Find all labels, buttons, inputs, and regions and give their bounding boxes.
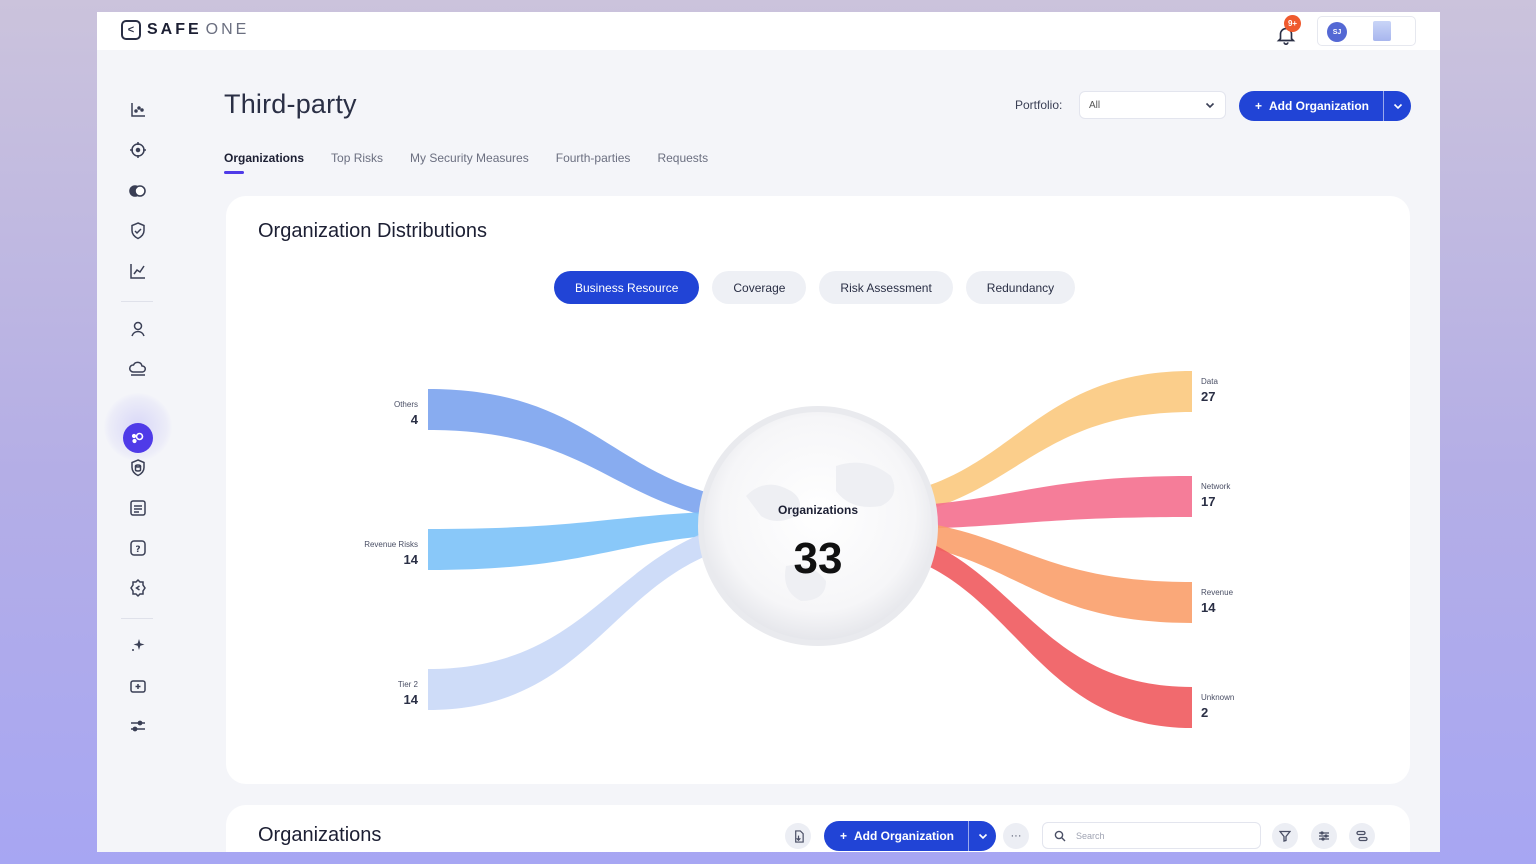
add-organization-button[interactable]: + Add Organization	[1239, 91, 1383, 121]
group-view-icon[interactable]	[1349, 823, 1375, 849]
sankey-link-others[interactable]	[428, 389, 798, 526]
organization-logo-icon	[1373, 21, 1391, 41]
add-organization-label: Add Organization	[1269, 99, 1370, 113]
organizations-add-label: Add Organization	[854, 829, 955, 843]
list-icon[interactable]	[128, 498, 148, 518]
portfolio-select[interactable]: All	[1079, 91, 1226, 119]
target-value: 14	[1201, 600, 1216, 615]
plus-icon: +	[840, 829, 848, 843]
filter-icon[interactable]	[1272, 823, 1298, 849]
toggle-icon[interactable]	[128, 181, 148, 201]
portfolio-value: All	[1089, 100, 1101, 111]
sankey-center-node: Organizations 33	[698, 406, 938, 646]
tab-fourth-parties[interactable]: Fourth-parties	[555, 151, 631, 165]
organizations-add-button[interactable]: + Add Organization	[824, 821, 968, 851]
portfolio-label: Portfolio:	[1015, 98, 1063, 112]
app-window: < SAFE ONE 9+ SJ ? Third-p	[97, 12, 1440, 852]
avatar: SJ	[1327, 22, 1347, 42]
filter-redundancy[interactable]: Redundancy	[965, 271, 1076, 304]
source-label: Revenue Risks	[364, 540, 418, 549]
target-value: 27	[1201, 389, 1215, 404]
tab-my-security-measures[interactable]: My Security Measures	[410, 151, 529, 165]
sidebar-divider	[121, 301, 153, 302]
organizations-add-split-button: + Add Organization	[824, 821, 997, 851]
filter-risk-assessment[interactable]: Risk Assessment	[819, 271, 953, 304]
search-input[interactable]: Search	[1042, 822, 1261, 849]
shield-check-icon[interactable]	[128, 221, 148, 241]
user-icon[interactable]	[128, 319, 148, 339]
chevron-down-icon	[978, 833, 987, 840]
help-icon[interactable]: ?	[128, 538, 148, 558]
tab-requests[interactable]: Requests	[657, 151, 709, 165]
export-icon[interactable]	[785, 823, 811, 849]
target-label: Revenue	[1201, 588, 1234, 597]
source-label: Others	[394, 400, 418, 409]
search-icon	[1054, 830, 1066, 841]
source-label: Tier 2	[398, 680, 419, 689]
center-label: Organizations	[778, 503, 858, 517]
more-options-icon[interactable]: ···	[1003, 823, 1029, 849]
add-organization-split-button: + Add Organization	[1239, 91, 1412, 121]
sliders-icon[interactable]	[128, 716, 148, 736]
target-value: 2	[1201, 705, 1208, 720]
tab-organizations[interactable]: Organizations	[224, 151, 305, 174]
organizations-card: Organizations + Add Organization ··· Sea…	[226, 805, 1410, 852]
settings-gear-icon[interactable]	[128, 578, 148, 598]
target-label: Network	[1201, 482, 1231, 491]
source-value: 4	[411, 412, 419, 427]
crosshair-icon[interactable]	[128, 140, 148, 160]
page-title: Third-party	[224, 89, 357, 119]
user-menu[interactable]: SJ	[1317, 16, 1416, 46]
third-party-icon[interactable]	[123, 423, 153, 453]
search-placeholder: Search	[1076, 830, 1105, 841]
source-value: 14	[404, 692, 419, 707]
globe-continents-icon	[746, 462, 895, 601]
source-value: 14	[404, 552, 419, 567]
sankey-link-unknown[interactable]	[838, 524, 1192, 728]
notification-badge: 9+	[1284, 15, 1301, 32]
chevron-down-icon	[1205, 102, 1215, 109]
folder-add-icon[interactable]	[128, 676, 148, 696]
cloud-icon[interactable]	[128, 359, 148, 379]
plus-icon: +	[1255, 99, 1263, 113]
distribution-card: Organizations 33 Others 4 Revenue Risks 14 T…	[226, 196, 1410, 784]
target-label: Unknown	[1201, 693, 1234, 702]
sankey-link-data[interactable]	[838, 371, 1192, 522]
organizations-add-dropdown-button[interactable]	[968, 821, 996, 851]
tab-bar: Organizations Top Risks My Security Meas…	[224, 151, 709, 174]
svg-text:?: ?	[135, 545, 140, 555]
logo-text: SAFE ONE	[147, 21, 250, 38]
database-shield-icon[interactable]	[128, 458, 148, 478]
sidebar: ?	[97, 50, 179, 852]
line-chart-icon[interactable]	[128, 261, 148, 281]
filter-coverage[interactable]: Coverage	[712, 271, 807, 304]
filter-business-resource[interactable]: Business Resource	[554, 271, 700, 304]
organizations-title: Organizations	[258, 824, 382, 846]
distribution-title: Organization Distributions	[258, 220, 487, 242]
top-bar: < SAFE ONE 9+ SJ	[97, 12, 1440, 50]
chevron-down-icon	[1393, 103, 1402, 110]
logo-mark-icon: <	[121, 20, 141, 40]
add-organization-dropdown-button[interactable]	[1383, 91, 1411, 121]
sankey-link-tier-2[interactable]	[428, 516, 798, 710]
globe-node	[698, 406, 938, 646]
target-value: 17	[1201, 494, 1215, 509]
logo[interactable]: < SAFE ONE	[121, 20, 249, 40]
center-value: 33	[794, 534, 843, 583]
chart-scatter-icon[interactable]	[128, 100, 148, 120]
sidebar-divider	[121, 618, 153, 619]
sparkle-icon[interactable]	[128, 636, 148, 656]
target-label: Data	[1201, 377, 1218, 386]
sankey-labels: Others 4 Revenue Risks 14 Tier 2 14 Data 27 Netw…	[364, 377, 1234, 720]
tab-top-risks[interactable]: Top Risks	[331, 151, 384, 165]
adjust-columns-icon[interactable]	[1311, 823, 1337, 849]
distribution-filter-group: Business Resource Coverage Risk Assessme…	[554, 271, 1076, 304]
distribution-sankey-chart: Organizations 33 Others 4 Revenue Risks 14 T…	[364, 371, 1234, 728]
